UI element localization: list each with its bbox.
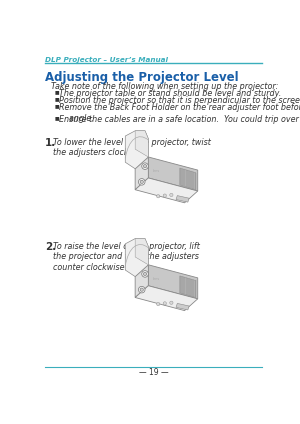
Text: Remove the Back Foot Holder on the rear adjuster foot before adjusting the proje: Remove the Back Foot Holder on the rear … <box>59 103 300 123</box>
Text: DLP Projector – User’s Manual: DLP Projector – User’s Manual <box>45 57 168 63</box>
Circle shape <box>142 163 148 170</box>
Polygon shape <box>148 265 198 299</box>
Text: To raise the level of the projector, lift
the projector and twist the adjusters
: To raise the level of the projector, lif… <box>53 242 200 272</box>
Circle shape <box>140 180 143 184</box>
Text: To lower the level of the projector, twist
the adjusters clockwise.: To lower the level of the projector, twi… <box>53 138 211 157</box>
Polygon shape <box>135 286 198 311</box>
Polygon shape <box>135 239 148 265</box>
Polygon shape <box>125 131 148 169</box>
Text: ■: ■ <box>55 115 59 120</box>
Polygon shape <box>135 157 148 190</box>
Text: 1.: 1. <box>45 138 56 148</box>
Polygon shape <box>180 168 196 190</box>
Circle shape <box>138 179 145 185</box>
Circle shape <box>157 302 160 306</box>
Circle shape <box>142 271 148 277</box>
Polygon shape <box>125 239 148 276</box>
Text: 2.: 2. <box>45 242 56 252</box>
Text: ■: ■ <box>55 96 59 101</box>
Polygon shape <box>180 276 196 298</box>
Text: ■: ■ <box>55 103 59 108</box>
Polygon shape <box>176 304 189 310</box>
Circle shape <box>143 272 147 276</box>
Circle shape <box>143 165 147 168</box>
Polygon shape <box>135 178 198 203</box>
Text: lens: lens <box>153 277 160 281</box>
Circle shape <box>138 286 145 293</box>
Text: Ensure the cables are in a safe location.  You could trip over them.: Ensure the cables are in a safe location… <box>59 115 300 124</box>
Circle shape <box>140 288 143 291</box>
Text: Take note of the following when setting up the projector:: Take note of the following when setting … <box>52 82 279 91</box>
Circle shape <box>157 195 160 198</box>
Circle shape <box>163 302 167 305</box>
Circle shape <box>170 193 173 197</box>
Text: Position the projector so that it is perpendicular to the screen.: Position the projector so that it is per… <box>59 96 300 105</box>
Text: ■: ■ <box>55 89 59 95</box>
Polygon shape <box>135 131 148 157</box>
Text: The projector table or stand should be level and sturdy.: The projector table or stand should be l… <box>59 89 281 98</box>
Polygon shape <box>176 195 189 202</box>
Text: Adjusting the Projector Level: Adjusting the Projector Level <box>45 71 239 84</box>
Polygon shape <box>135 265 148 298</box>
Circle shape <box>170 301 173 304</box>
Polygon shape <box>148 157 198 191</box>
Text: — 19 —: — 19 — <box>139 368 169 377</box>
Circle shape <box>163 194 167 197</box>
Text: lens: lens <box>153 169 160 173</box>
